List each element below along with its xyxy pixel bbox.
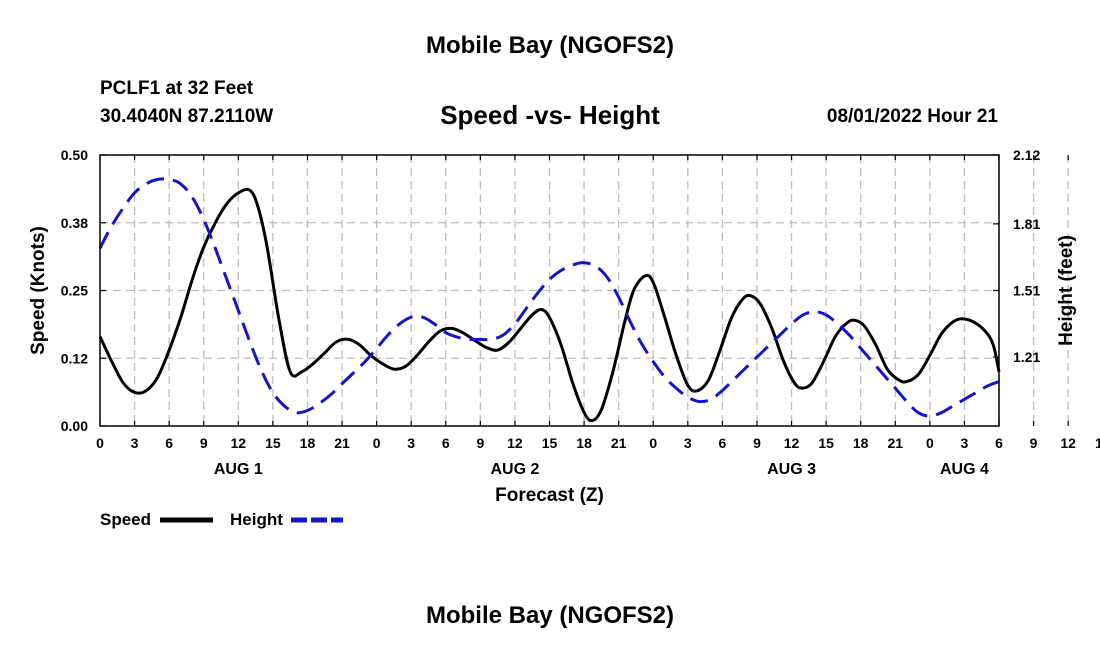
chart-series — [98, 177, 1001, 423]
chart-title: Speed -vs- Height — [440, 100, 660, 130]
footer-title: Mobile Bay (NGOFS2) — [425, 602, 675, 629]
forecast-datetime: 08/01/2022 Hour 21 — [826, 106, 998, 127]
y-tick-label-left: 0.50 — [61, 147, 88, 163]
station-coordinates: 30.4040N 87.2110W — [100, 106, 274, 127]
x-tick-label: 12 — [784, 435, 800, 451]
y-tick-label-left: 0.38 — [61, 215, 88, 231]
x-tick-label: 3 — [961, 435, 969, 451]
x-tick-label: 12 — [1060, 435, 1076, 451]
y-tick-label-left: 0.00 — [61, 418, 88, 434]
series-line-speed — [98, 187, 1001, 423]
x-date-label: AUG 3 — [767, 461, 816, 478]
y-axis-label-left: Speed (Knots) — [28, 226, 49, 355]
x-axis-label: Forecast (Z) — [495, 485, 604, 506]
x-tick-label: 9 — [753, 435, 761, 451]
x-tick-label: 15 — [818, 435, 834, 451]
x-tick-label: 9 — [1030, 435, 1038, 451]
x-tick-label: 21 — [334, 435, 350, 451]
x-tick-label: 15 — [542, 435, 558, 451]
x-tick-label: 6 — [165, 435, 173, 451]
x-tick-label: 18 — [576, 435, 592, 451]
x-tick-label: 0 — [373, 435, 381, 451]
y-tick-label-left: 0.12 — [61, 350, 88, 366]
grid-lines — [100, 155, 1069, 426]
x-tick-label: 6 — [442, 435, 450, 451]
y-tick-label-right: 2.12 — [1013, 147, 1040, 163]
x-date-label: AUG 4 — [940, 461, 989, 478]
x-tick-label: 12 — [231, 435, 247, 451]
x-tick-label: 18 — [853, 435, 869, 451]
y-axis-label-right: Height (feet) — [1056, 235, 1077, 346]
x-tick-label: 21 — [611, 435, 627, 451]
legend-label-speed: Speed — [100, 510, 151, 529]
x-tick-label: 15 — [1095, 435, 1100, 451]
x-tick-label: 3 — [684, 435, 692, 451]
x-tick-label: 3 — [407, 435, 415, 451]
x-tick-label: 18 — [300, 435, 316, 451]
chart-legend: Speed Height — [100, 510, 343, 529]
y-tick-label-right: 1.81 — [1013, 216, 1040, 232]
station-label: PCLF1 at 32 Feet — [100, 78, 254, 99]
y-tick-label-left: 0.25 — [61, 283, 88, 299]
x-tick-label: 15 — [265, 435, 281, 451]
chart-axes: 0 3 6 9 12 15 18 21 0 3 6 9 12 15 18 21 0 3 6 9 12 15 18 21 0 3 6 9… — [61, 147, 1100, 478]
x-tick-label: 0 — [926, 435, 934, 451]
x-date-label: AUG 2 — [490, 461, 539, 478]
y-tick-label-right: 1.51 — [1013, 283, 1040, 299]
y-tick-label-right: 1.21 — [1013, 349, 1040, 365]
legend-label-height: Height — [230, 510, 283, 529]
main-title: Mobile Bay (NGOFS2) — [425, 32, 675, 59]
x-tick-label: 21 — [887, 435, 903, 451]
x-tick-label: 0 — [96, 435, 104, 451]
x-tick-label: 9 — [476, 435, 484, 451]
x-tick-label: 0 — [649, 435, 657, 451]
x-date-label: AUG 1 — [214, 461, 263, 478]
x-tick-label: 9 — [200, 435, 208, 451]
x-tick-label: 3 — [131, 435, 139, 451]
x-tick-label: 6 — [718, 435, 726, 451]
x-tick-label: 6 — [995, 435, 1003, 451]
series-line-height — [98, 177, 1000, 418]
x-tick-label: 12 — [507, 435, 523, 451]
